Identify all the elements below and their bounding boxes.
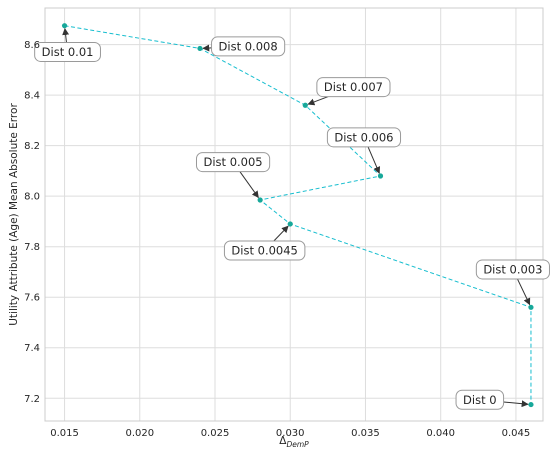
y-axis-title: Utility Attribute (Age) Mean Absolute Er…: [8, 103, 20, 326]
annotation-arrow: [274, 226, 288, 241]
annotation: Dist 0.0045: [224, 226, 304, 260]
y-tick-label: 8.4: [24, 91, 40, 102]
y-tick-label: 8.0: [24, 192, 40, 203]
x-tick-label: 0.040: [426, 428, 455, 439]
data-point: [303, 103, 308, 108]
data-point: [528, 305, 533, 310]
annotation-arrow: [65, 29, 67, 43]
annotation: Dist 0.007: [308, 78, 390, 105]
series-layer: [62, 23, 534, 407]
annotation-label: Dist 0.005: [203, 155, 262, 169]
annotation-arrow: [308, 97, 328, 105]
y-tick-label: 7.8: [24, 242, 40, 253]
annotation: Dist 0.003: [476, 260, 549, 305]
y-tick-label: 8.6: [24, 40, 40, 51]
annotation-label: Dist 0.01: [42, 45, 94, 59]
annotation-layer: Dist 0.01 Dist 0.008 Dist 0.007 Dist 0.006 D…: [35, 29, 550, 410]
annotation-label: Dist 0.006: [334, 130, 393, 144]
data-point: [378, 173, 383, 178]
annotation-label: Dist 0.003: [483, 262, 542, 276]
data-point: [528, 402, 533, 407]
x-tick-label: 0.015: [50, 428, 79, 439]
x-tick-label: 0.025: [201, 428, 230, 439]
annotation-label: Dist 0.008: [219, 39, 278, 53]
annotation-label: Dist 0: [463, 393, 497, 407]
data-point: [258, 197, 263, 202]
x-tick-label: 0.020: [125, 428, 154, 439]
annotation: Dist 0.005: [196, 153, 269, 198]
annotation-arrow: [517, 279, 529, 305]
x-axis-title-subscript: DemP: [286, 440, 309, 449]
annotation: Dist 0.006: [327, 128, 400, 173]
annotation: Dist 0: [456, 390, 528, 409]
y-tick-label: 7.2: [24, 394, 40, 405]
x-tick-label: 0.045: [502, 428, 531, 439]
data-point: [288, 221, 293, 226]
annotation-label: Dist 0.007: [324, 80, 383, 94]
y-tick-label: 8.2: [24, 141, 40, 152]
annotation-arrow: [240, 172, 259, 198]
x-tick-label: 0.035: [351, 428, 380, 439]
y-tick-label: 7.6: [24, 293, 40, 304]
y-tick-label: 7.4: [24, 343, 40, 354]
annotation-arrow: [368, 147, 379, 173]
annotation: Dist 0.008: [203, 37, 285, 56]
annotation-label: Dist 0.0045: [231, 243, 297, 257]
plot-area-frame: [45, 8, 543, 421]
data-point: [62, 23, 67, 28]
data-point: [197, 46, 202, 51]
grid: [45, 8, 543, 421]
